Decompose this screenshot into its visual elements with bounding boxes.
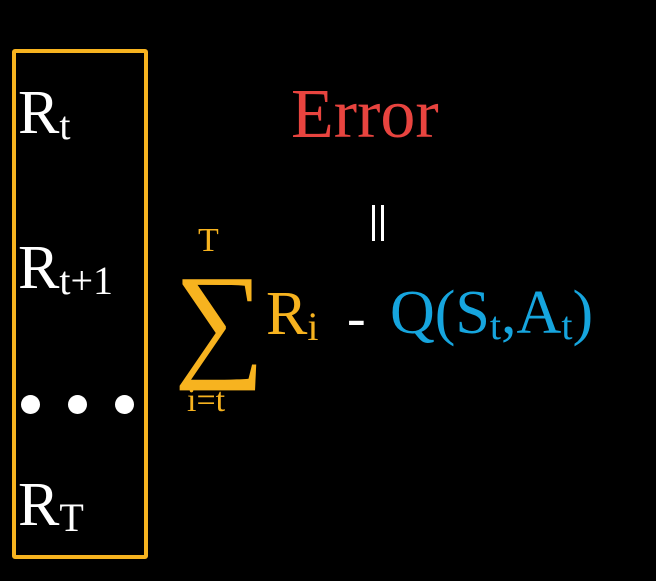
reward-r-T: RT <box>18 471 84 539</box>
sum-lower-limit: i=t <box>187 382 226 419</box>
reward-ellipsis <box>18 395 134 419</box>
reward-r-t-plus-1-subscript: t+1 <box>59 258 114 303</box>
ellipsis-dot <box>115 395 134 414</box>
sigma-icon: ∑ <box>174 249 266 391</box>
minus-sign: - <box>347 287 366 349</box>
sum-term-r-i: Ri <box>266 280 318 348</box>
reward-r-t: Rt <box>18 79 70 147</box>
q-open: Q(S <box>390 279 490 347</box>
reward-r-t-plus-1-base: R <box>18 234 60 302</box>
reward-r-t-base: R <box>18 79 60 147</box>
equals-bar <box>372 205 375 241</box>
reward-sequence-box <box>12 49 148 559</box>
reward-r-t-subscript: t <box>59 103 71 148</box>
ellipsis-dot <box>68 395 87 414</box>
vertical-equals-sign <box>370 205 386 241</box>
q-a-subscript: t <box>561 303 573 348</box>
reward-r-t-plus-1: Rt+1 <box>18 234 113 302</box>
reward-r-T-base: R <box>18 471 60 539</box>
sum-term-subscript: i <box>307 304 319 349</box>
ellipsis-dot <box>21 395 40 414</box>
q-close: ) <box>572 279 594 347</box>
q-s-subscript: t <box>489 303 502 348</box>
error-label: Error <box>291 76 439 153</box>
sum-upper-limit: T <box>198 222 219 259</box>
q-mid: ,A <box>501 279 562 347</box>
sum-term-base: R <box>266 280 308 348</box>
q-value-expression: Q(St,At) <box>390 279 594 347</box>
equals-bar <box>381 205 384 241</box>
reward-r-T-subscript: T <box>59 495 84 540</box>
